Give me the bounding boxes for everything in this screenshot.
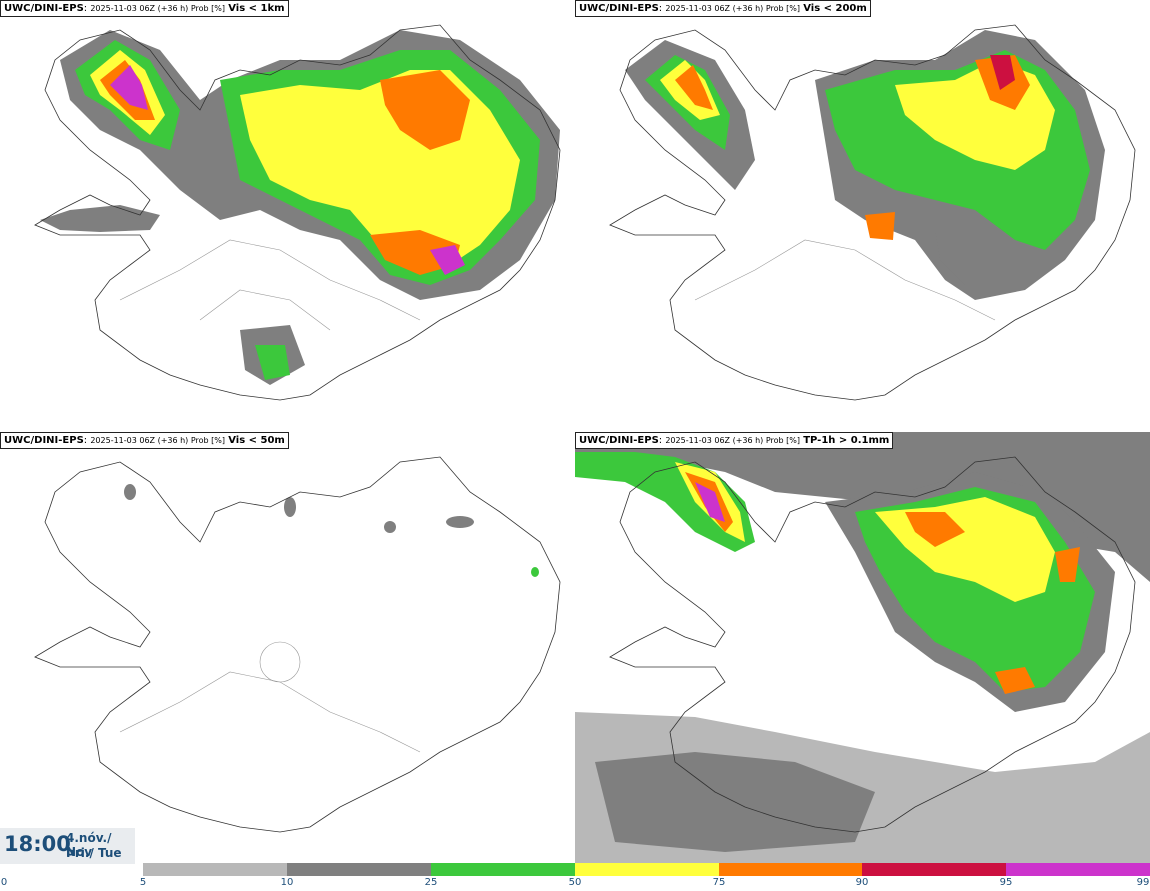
colorbar-legend: 0 5 10 25 50 75 90 95 99 bbox=[0, 863, 1150, 891]
panel-title: UWC/DINI-EPS: 2025-11-03 06Z (+36 h) Pro… bbox=[0, 0, 289, 17]
colorbar-label-95: 95 bbox=[999, 877, 1013, 888]
colorbar-seg-5 bbox=[719, 863, 862, 876]
iceland-map bbox=[609, 24, 1136, 401]
probability-field bbox=[124, 484, 539, 577]
iceland-map bbox=[34, 456, 561, 833]
coastline bbox=[34, 24, 561, 401]
panel-title: UWC/DINI-EPS: 2025-11-03 06Z (+36 h) Pro… bbox=[0, 432, 289, 449]
colorbar-label-0: 0 bbox=[0, 877, 8, 888]
valid-time-box: 18:00 4.nóv./ Nov Þri./ Tue bbox=[0, 828, 135, 864]
panel-title: UWC/DINI-EPS: 2025-11-03 06Z (+36 h) Pro… bbox=[575, 0, 871, 17]
map-panel-vis-50m: UWC/DINI-EPS: 2025-11-03 06Z (+36 h) Pro… bbox=[0, 432, 575, 863]
probability-field bbox=[40, 30, 560, 385]
colorbar-seg-3 bbox=[431, 863, 575, 876]
map-panel-vis-200m: UWC/DINI-EPS: 2025-11-03 06Z (+36 h) Pro… bbox=[575, 0, 1150, 431]
map-panel-precip: UWC/DINI-EPS: 2025-11-03 06Z (+36 h) Pro… bbox=[575, 432, 1150, 863]
iceland-map bbox=[34, 24, 561, 401]
coastline bbox=[609, 456, 1136, 833]
colorbar-label-5: 5 bbox=[139, 877, 147, 888]
probability-field bbox=[575, 432, 1150, 863]
iceland-map bbox=[575, 432, 1150, 863]
colorbar-label-50: 50 bbox=[568, 877, 582, 888]
colorbar-label-10: 10 bbox=[280, 877, 294, 888]
roads bbox=[694, 239, 996, 321]
colorbar-seg-6 bbox=[862, 863, 1006, 876]
colorbar-label-25: 25 bbox=[424, 877, 438, 888]
coastline bbox=[609, 24, 1136, 401]
colorbar-seg-2 bbox=[287, 863, 431, 876]
colorbar-label-75: 75 bbox=[712, 877, 726, 888]
map-panel-vis-1km: UWC/DINI-EPS: 2025-11-03 06Z (+36 h) Pro… bbox=[0, 0, 575, 431]
colorbar-label-99: 99 bbox=[1136, 877, 1150, 888]
colorbar-seg-7 bbox=[1006, 863, 1150, 876]
colorbar-seg-0 bbox=[0, 863, 143, 876]
panel-title: UWC/DINI-EPS: 2025-11-03 06Z (+36 h) Pro… bbox=[575, 432, 894, 449]
valid-date: 4.nóv./ Nov bbox=[66, 831, 112, 859]
colorbar-label-90: 90 bbox=[855, 877, 869, 888]
probability-field bbox=[625, 30, 1105, 300]
valid-hour: 18:00 bbox=[4, 832, 71, 856]
colorbar-seg-1 bbox=[143, 863, 287, 876]
roads bbox=[119, 239, 421, 331]
roads bbox=[119, 641, 421, 753]
valid-day: Þri./ Tue bbox=[66, 846, 122, 860]
coastline bbox=[34, 456, 561, 833]
colorbar-seg-4 bbox=[575, 863, 719, 876]
